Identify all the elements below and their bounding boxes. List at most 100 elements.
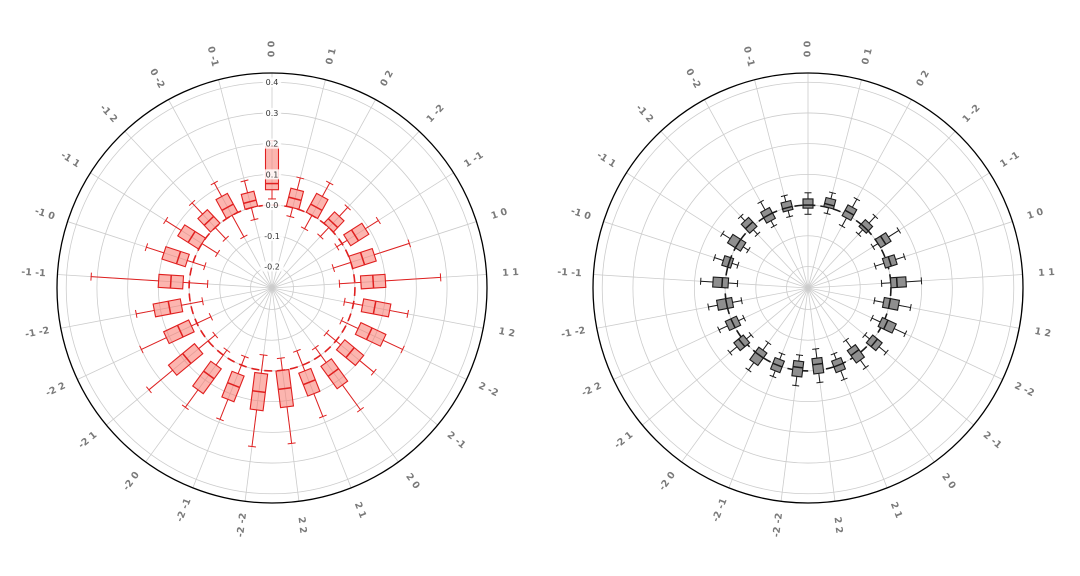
whisker-low bbox=[871, 317, 881, 323]
whisker-cap-high bbox=[325, 180, 334, 186]
whisker-high bbox=[296, 177, 301, 190]
r-tick-label-bg bbox=[262, 169, 282, 180]
whisker-cap-high bbox=[375, 216, 381, 225]
whisker-cap-high bbox=[883, 349, 889, 356]
whisker-cap-low bbox=[338, 279, 341, 288]
whisker-high bbox=[783, 195, 787, 202]
whisker-cap-low bbox=[748, 331, 754, 339]
whisker-cap-low bbox=[222, 235, 230, 242]
box bbox=[221, 370, 245, 403]
theta-tick-label: 2 0 bbox=[403, 471, 422, 491]
theta-tick-label: 2 -2 bbox=[1013, 380, 1036, 399]
median-line bbox=[772, 362, 783, 368]
whisker-high bbox=[906, 280, 922, 283]
whisker-cap-high bbox=[370, 368, 377, 376]
whisker-cap-high bbox=[240, 179, 249, 183]
box bbox=[712, 276, 730, 289]
box bbox=[354, 321, 387, 347]
boxplot-0_-1 bbox=[240, 179, 259, 222]
box bbox=[881, 296, 901, 311]
whisker-cap-high bbox=[828, 191, 836, 195]
theta-tick-label: -1 1 bbox=[59, 150, 82, 170]
median-line bbox=[726, 257, 732, 268]
whisker-cap-low bbox=[770, 223, 778, 229]
boxplot-0_2 bbox=[838, 197, 861, 229]
whisker-cap-high bbox=[720, 230, 725, 237]
median-line bbox=[754, 351, 764, 359]
boxplot-1_0 bbox=[331, 239, 412, 273]
whisker-cap-low bbox=[331, 264, 336, 273]
median-line bbox=[310, 203, 323, 212]
angular-gridline bbox=[681, 287, 809, 463]
whisker-high bbox=[141, 337, 167, 350]
boxplot-2_2 bbox=[811, 348, 825, 384]
whisker-cap-low bbox=[223, 347, 231, 353]
box bbox=[215, 192, 239, 220]
whisker-low bbox=[260, 354, 265, 374]
whisker-high bbox=[389, 309, 408, 315]
theta-tick-label: -1 0 bbox=[569, 206, 592, 223]
whisker-cap-low bbox=[208, 312, 214, 321]
median-line bbox=[176, 324, 184, 338]
whisker-low bbox=[815, 348, 818, 359]
whisker-high bbox=[714, 257, 724, 261]
angular-gridline bbox=[807, 287, 836, 502]
whisker-high bbox=[700, 280, 714, 283]
whisker-cap-high bbox=[318, 414, 327, 419]
theta-tick-label: 1 2 bbox=[1034, 326, 1052, 340]
whisker-cap-high bbox=[356, 407, 364, 413]
whisker-cap-high bbox=[902, 253, 906, 261]
box bbox=[191, 360, 223, 395]
median-line bbox=[359, 252, 366, 265]
whisker-cap-low bbox=[240, 354, 249, 359]
boxplot--2_1 bbox=[727, 331, 754, 356]
whisker-high bbox=[146, 246, 165, 254]
median-line bbox=[288, 196, 302, 202]
boxplot-1_1 bbox=[338, 273, 442, 290]
whisker-low bbox=[731, 262, 739, 266]
box bbox=[811, 356, 825, 375]
angular-gridline bbox=[780, 287, 809, 502]
whisker-low bbox=[289, 207, 294, 217]
median-line bbox=[850, 349, 860, 357]
whisker-low bbox=[752, 229, 758, 235]
whisker-cap-low bbox=[203, 262, 207, 271]
theta-tick-label: -1 0 bbox=[33, 206, 56, 223]
box bbox=[240, 190, 259, 210]
whisker-cap-high bbox=[745, 367, 752, 373]
boxplot-0_0 bbox=[802, 192, 814, 215]
whisker-high bbox=[313, 393, 324, 417]
whisker-high bbox=[165, 220, 182, 231]
whisker-cap-low bbox=[812, 348, 820, 350]
whisker-high bbox=[251, 409, 258, 447]
box bbox=[858, 218, 874, 234]
median-line bbox=[327, 368, 340, 377]
box bbox=[360, 298, 392, 318]
boxplot--2_-2 bbox=[247, 354, 269, 448]
boxplot-2_-1 bbox=[323, 329, 377, 376]
whisker-low bbox=[183, 281, 208, 285]
boxplot-2_0 bbox=[311, 344, 364, 413]
whisker-low bbox=[339, 281, 361, 285]
whisker-cap-high bbox=[727, 349, 733, 356]
theta-tick-label: -2 1 bbox=[612, 430, 635, 452]
angular-gridline bbox=[642, 287, 809, 426]
whisker-cap-low bbox=[855, 231, 862, 238]
whisker-cap-high bbox=[90, 272, 92, 281]
angular-gridline bbox=[807, 221, 1013, 289]
median-line bbox=[833, 362, 844, 368]
theta-tick-label: 2 -1 bbox=[445, 430, 468, 452]
whisker-cap-high bbox=[181, 404, 189, 411]
whisker-cap-high bbox=[439, 273, 442, 282]
whisker-cap-high bbox=[872, 213, 879, 220]
whisker-cap-high bbox=[188, 199, 196, 207]
theta-tick-label: 0 -1 bbox=[741, 45, 757, 68]
theta-tick-label: -2 -2 bbox=[235, 512, 249, 538]
r-tick-label: 0.3 bbox=[266, 109, 279, 118]
theta-tick-label: 1 1 bbox=[502, 267, 519, 279]
median-line bbox=[870, 338, 879, 348]
box bbox=[305, 192, 329, 220]
whisker-high bbox=[136, 309, 155, 315]
whisker-low bbox=[787, 210, 791, 217]
theta-tick-label: 2 1 bbox=[888, 501, 904, 520]
